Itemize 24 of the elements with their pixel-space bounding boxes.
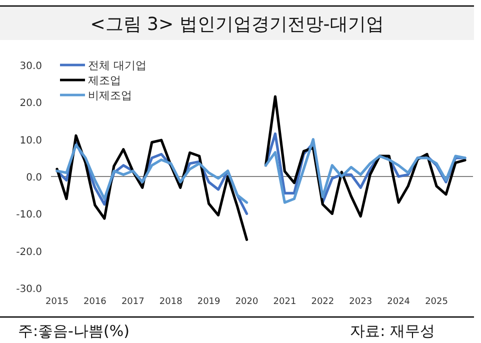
y-tick-label: 0.0 <box>26 172 42 184</box>
x-tick-label: 2023 <box>349 297 372 307</box>
chart-title: <그림 3> 법인기업경기전망-대기업 <box>90 14 384 35</box>
y-tick-label: 20.0 <box>20 98 42 110</box>
x-tick-label: 2015 <box>46 297 68 307</box>
legend-label: 비제조업 <box>88 89 132 102</box>
x-tick-label: 2021 <box>273 297 296 307</box>
x-tick-label: 2019 <box>197 297 221 307</box>
x-tick-label: 2020 <box>235 297 258 307</box>
x-tick-label: 2022 <box>311 297 334 307</box>
x-tick-label: 2016 <box>84 297 107 307</box>
x-tick-label: 2018 <box>159 297 183 307</box>
legend-label: 전체 대기업 <box>88 59 146 72</box>
y-tick-label: 30.0 <box>20 61 42 72</box>
text: 자료: 재무성 <box>350 322 435 340</box>
text: 주:좋음-나쁨(%) <box>18 322 130 340</box>
y-tick-label: 10.0 <box>20 135 42 146</box>
y-tick-label: -10.0 <box>16 210 42 221</box>
y-tick-label: -30.0 <box>16 284 42 295</box>
y-tick-label: -20.0 <box>16 246 42 258</box>
x-tick-label: 2024 <box>387 297 410 307</box>
legend-label: 제조업 <box>88 74 121 87</box>
x-tick-label: 2017 <box>121 297 144 307</box>
x-tick-label: 2025 <box>425 297 448 307</box>
